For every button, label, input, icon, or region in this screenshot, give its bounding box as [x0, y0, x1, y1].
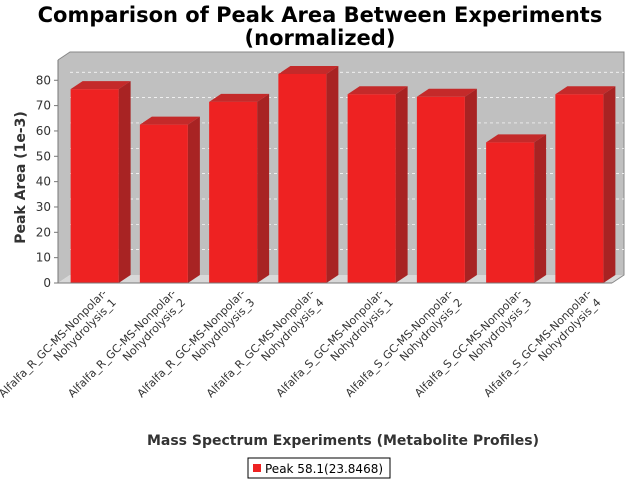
chart-title-line: (normalized): [245, 26, 396, 50]
plot-outline: [57, 51, 625, 284]
bar-front: [70, 89, 119, 283]
bar-side: [464, 88, 477, 283]
bar-top: [347, 86, 408, 95]
x-axis: Alfalfa_R_GC-MS-Nonpolar-Nohydrolysis_1A…: [0, 282, 612, 410]
bar: [139, 116, 200, 283]
bar-side: [603, 86, 616, 283]
bar-front: [209, 101, 258, 283]
bar: [278, 65, 339, 283]
bar-top: [416, 88, 477, 97]
bar-top: [555, 86, 616, 95]
bar-top: [139, 116, 200, 125]
bar: [486, 134, 547, 283]
y-tick-label: 80: [36, 73, 51, 87]
bar-top: [209, 93, 270, 102]
chart-title: Comparison of Peak Area Between Experime…: [38, 3, 603, 50]
y-axis: 0 10 20 30 40 50 60 70 80: [36, 60, 59, 290]
bar-top: [70, 81, 131, 90]
x-tick-label: Alfalfa_R_GC-MS-Nonpolar-Nohydrolysis_1: [0, 287, 119, 410]
y-tick-label: 50: [36, 149, 51, 163]
y-tick-label: 30: [36, 200, 51, 214]
bar-front: [278, 73, 327, 283]
bar-side: [187, 116, 200, 283]
chart-title-line: Comparison of Peak Area Between Experime…: [38, 3, 603, 27]
y-tick-label: 0: [43, 276, 51, 290]
bar-side: [534, 134, 547, 283]
y-tick-label: 20: [36, 225, 51, 239]
legend: Peak 58.1(23.8468): [247, 457, 391, 479]
legend-label: Peak 58.1(23.8468): [265, 462, 383, 476]
x-axis-title: Mass Spectrum Experiments (Metabolite Pr…: [147, 433, 539, 449]
legend-swatch: [253, 464, 261, 472]
bar-side: [257, 93, 270, 283]
bar-side: [395, 86, 408, 283]
bar-front: [486, 142, 535, 283]
bar-top: [486, 134, 547, 143]
y-tick-label: 70: [36, 99, 51, 113]
bar: [347, 86, 408, 283]
bar-side: [118, 81, 131, 283]
bar-top: [278, 65, 339, 74]
bar: [209, 93, 270, 283]
bar: [416, 88, 477, 283]
y-axis-title: Peak Area (1e-3): [13, 111, 29, 244]
bars: [70, 65, 616, 283]
bar-front: [139, 124, 188, 283]
bar: [555, 86, 616, 283]
y-tick-label: 10: [36, 251, 51, 265]
legend-box: [247, 457, 391, 479]
y-tick-label: 60: [36, 124, 51, 138]
bar: [70, 81, 131, 283]
bar-side: [326, 65, 339, 283]
bar-front: [347, 94, 396, 283]
x-tick-label-line: Alfalfa_R_GC-MS-Nonpolar-: [0, 287, 110, 400]
bar-front: [555, 94, 604, 283]
bar-front: [416, 96, 465, 283]
plot-floor: [58, 275, 624, 283]
y-tick-label: 40: [36, 175, 51, 189]
